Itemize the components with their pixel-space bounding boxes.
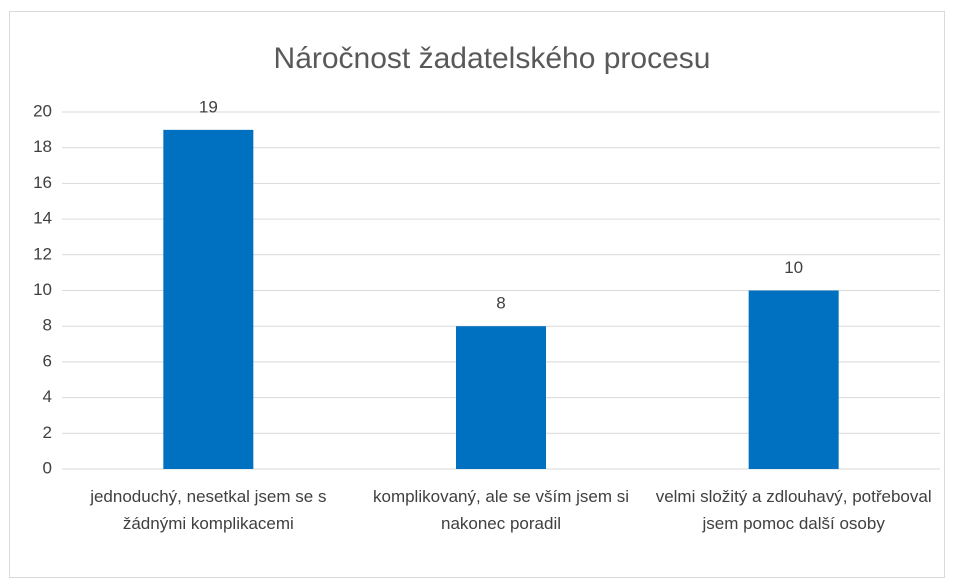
x-tick-label: komplikovaný, ale se vším jsem si nakone… [372, 487, 630, 533]
x-tick-label: velmi složitý a zdlouhavý, potřeboval js… [655, 487, 932, 533]
bar [163, 129, 254, 469]
y-tick-label: 8 [43, 316, 52, 335]
y-tick-label: 12 [33, 244, 52, 263]
y-tick-label: 14 [33, 209, 52, 228]
y-tick-label: 2 [43, 423, 52, 442]
y-tick-label: 16 [33, 173, 52, 192]
y-tick-label: 10 [33, 280, 52, 299]
y-tick-label: 20 [33, 101, 52, 120]
y-tick-label: 6 [43, 351, 52, 370]
y-tick-label: 0 [43, 458, 52, 477]
x-tick-label: jednoduchý, nesetkal jsem se s žádnými k… [90, 487, 327, 533]
data-label: 8 [496, 294, 505, 313]
y-tick-label: 18 [33, 137, 52, 156]
data-label: 10 [784, 258, 803, 277]
data-label: 19 [199, 97, 218, 116]
bar [456, 326, 546, 469]
y-tick-label: 4 [43, 387, 52, 406]
chart-title: Náročnost žadatelského procesu [274, 42, 711, 75]
bar [748, 290, 839, 469]
